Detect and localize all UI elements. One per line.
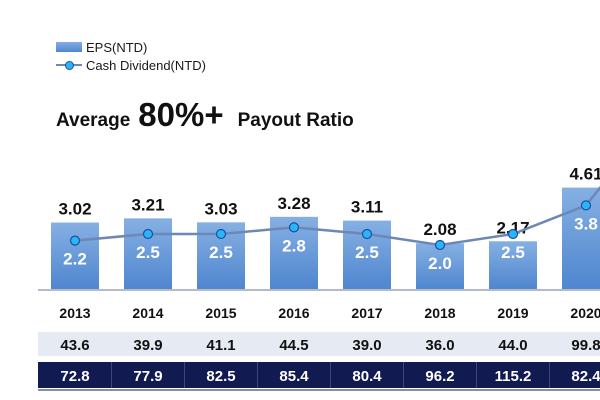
- table-cell-row-1: 44.0: [498, 337, 527, 354]
- legend-eps-label: EPS(NTD): [86, 39, 148, 55]
- table-row-2-background: [38, 362, 600, 388]
- dividend-value-label: 2.5: [355, 243, 379, 262]
- x-tick-label: 2017: [351, 305, 382, 321]
- table-cell-row-2: 115.2: [495, 368, 532, 385]
- x-tick-label: 2020: [570, 305, 600, 321]
- dividend-point: [580, 200, 592, 211]
- dividend-point: [434, 239, 446, 251]
- eps-value-label: 3.28: [277, 194, 310, 213]
- table-cell-row-1: 44.5: [279, 337, 308, 354]
- dividend-line-extension: [585, 185, 600, 207]
- table-row-1-background: [38, 332, 600, 356]
- dividend-point: [215, 228, 227, 240]
- legend-bar-swatch: [56, 42, 82, 52]
- eps-bar: [489, 241, 537, 289]
- table-cell-row-2: 82.5: [206, 368, 235, 385]
- x-tick-label: 2015: [205, 305, 236, 321]
- table-cell-row-2: 80.4: [352, 368, 382, 385]
- eps-value-label: 3.11: [351, 198, 383, 217]
- eps-bar: [562, 187, 600, 289]
- table-cell-row-1: 39.9: [133, 337, 162, 354]
- x-tick-label: 2018: [424, 305, 455, 321]
- dividend-point: [507, 228, 519, 240]
- eps-value-label: 2.17: [496, 218, 529, 237]
- headline: Average 80%+ Payout Ratio: [56, 96, 354, 134]
- dividend-value-label: 2.2: [63, 250, 87, 269]
- table-cell-row-2: 77.9: [133, 368, 162, 385]
- x-tick-label: 2014: [132, 305, 163, 321]
- eps-bar: [51, 222, 99, 289]
- headline-highlight: 80%+: [138, 96, 224, 133]
- eps-value-label: 2.08: [423, 220, 456, 239]
- dividend-value-label: 2.5: [501, 243, 525, 262]
- eps-value-label: 3.03: [204, 199, 237, 218]
- dividend-line: [74, 204, 587, 247]
- x-tick-label: 2013: [59, 305, 90, 321]
- legend: EPS(NTD) Cash Dividend(NTD): [56, 38, 206, 74]
- eps-value-label: 4.61: [569, 165, 600, 184]
- headline-prefix: Average: [56, 110, 131, 131]
- dividend-point: [361, 228, 373, 240]
- eps-bar: [416, 243, 464, 289]
- eps-value-label: 3.02: [58, 200, 91, 219]
- table-cell-row-1: 99.8: [571, 337, 600, 354]
- eps-value-label: 3.21: [131, 195, 164, 214]
- legend-dividend: Cash Dividend(NTD): [56, 56, 206, 74]
- dividend-value-label: 2.5: [209, 243, 233, 262]
- table-cell-row-2: 96.2: [425, 368, 454, 385]
- table-cell-row-1: 36.0: [425, 337, 454, 354]
- legend-eps: EPS(NTD): [56, 38, 206, 56]
- dividend-value-label: 2.5: [136, 243, 160, 262]
- table-cell-row-1: 39.0: [352, 337, 381, 354]
- dividend-value-label: 2.8: [282, 236, 306, 255]
- legend-dividend-label: Cash Dividend(NTD): [86, 57, 206, 73]
- table-cell-row-2: 82.4: [571, 368, 600, 385]
- dividend-point: [142, 228, 154, 240]
- table-cell-row-1: 41.1: [206, 337, 235, 354]
- table-cell-row-1: 43.6: [60, 337, 89, 354]
- dividend-point: [288, 222, 300, 233]
- headline-suffix: Payout Ratio: [237, 110, 354, 131]
- dividend-point: [69, 235, 81, 246]
- dividend-value-label: 3.8: [574, 214, 598, 233]
- table-cell-row-2: 85.4: [279, 368, 309, 385]
- x-tick-label: 2019: [497, 305, 528, 321]
- x-tick-label: 2016: [278, 305, 309, 321]
- legend-line-swatch: [56, 59, 82, 71]
- table-cell-row-2: 72.8: [60, 368, 89, 385]
- dividend-value-label: 2.0: [428, 254, 452, 273]
